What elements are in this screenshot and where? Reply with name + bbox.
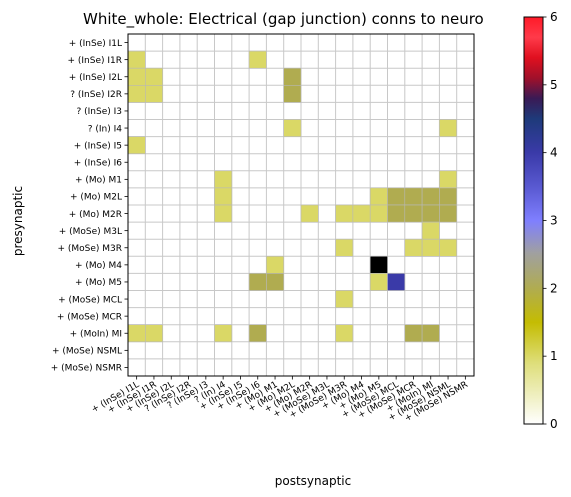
y-tick-label: + (InSe) I1L — [69, 39, 122, 49]
heatmap-cell — [335, 204, 354, 223]
y-tick-labels: + (InSe) I1L + (InSe) I1R + (InSe) I2L ? (I… — [51, 39, 128, 374]
y-tick-label: ? (In) I4 — [88, 124, 123, 134]
y-tick-label: + (MoSe) NSML — [52, 347, 122, 357]
heatmap-cell — [387, 273, 406, 291]
heatmap-cell — [300, 204, 319, 223]
heatmap-cell — [404, 324, 423, 343]
y-tick-label: ? (InSe) I3 — [76, 107, 122, 117]
x-tick-labels: + (InSe) I1L+ (InSe) I1R+ (InSe) I2L? (I… — [90, 376, 470, 424]
y-tick-label: + (InSe) I1R — [67, 56, 122, 66]
heatmap-cell — [404, 204, 423, 223]
heatmap-cell — [127, 324, 146, 343]
y-tick-label: + (MoSe) MCR — [57, 312, 122, 322]
heatmap-cell — [127, 85, 146, 103]
y-tick-label: + (MoIn) MI — [70, 329, 122, 339]
heatmap-cell — [387, 187, 406, 206]
heatmap-cells — [127, 50, 457, 343]
heatmap-cell — [421, 187, 440, 206]
heatmap-cell — [283, 67, 302, 86]
y-tick-label: + (MoSe) MCL — [58, 295, 122, 305]
chart-title: White_whole: Electrical (gap junction) c… — [83, 10, 484, 29]
y-tick-label: + (MoSe) M3L — [59, 227, 122, 237]
colorbar-tick-label: 0 — [550, 417, 558, 431]
heatmap-cell — [387, 204, 406, 223]
heatmap-cell — [248, 273, 267, 291]
heatmap-cell — [266, 273, 284, 291]
heatmap-cell — [248, 324, 267, 343]
heatmap-cell — [369, 187, 388, 206]
heatmap-cell — [439, 187, 457, 206]
y-tick-label: + (Mo) M2L — [70, 193, 122, 203]
y-tick-label: + (InSe) I5 — [74, 141, 122, 151]
heatmap-cell — [145, 85, 163, 103]
heatmap-cell — [214, 324, 233, 343]
colorbar-tick-label: 3 — [550, 214, 558, 228]
heatmap-cell — [127, 67, 146, 86]
heatmap-cell — [439, 238, 457, 257]
y-tick-label: + (MoSe) M3R — [57, 244, 122, 254]
heatmap-cell — [283, 119, 302, 137]
heatmap-cell — [404, 187, 423, 206]
heatmap-cell — [421, 221, 440, 240]
heatmap-cell — [214, 204, 233, 223]
heatmap-cell — [127, 50, 146, 69]
y-tick-label: + (InSe) I2L — [69, 73, 122, 83]
colorbar-tick-label: 6 — [550, 10, 558, 24]
x-axis-label: postsynaptic — [275, 474, 351, 488]
y-tick-label: + (InSe) I6 — [74, 158, 123, 168]
heatmap-cell — [248, 50, 267, 69]
heatmap-cell — [404, 238, 423, 257]
heatmap-cell — [214, 187, 233, 206]
colorbar-tick-label: 5 — [550, 78, 558, 92]
y-tick-label: + (Mo) M5 — [75, 278, 122, 288]
heatmap-cell — [127, 136, 146, 155]
heatmap-cell — [369, 255, 388, 274]
heatmap-cell — [439, 170, 457, 189]
colorbar — [523, 16, 544, 425]
heatmap-cell — [439, 204, 457, 223]
plot-frame — [127, 33, 475, 377]
heatmap-cell — [335, 238, 354, 257]
heatmap-cell — [369, 204, 388, 223]
heatmap-cell — [266, 255, 284, 274]
heatmap-cell — [145, 324, 163, 343]
heatmap-cell — [352, 204, 371, 223]
heatmap-cell — [214, 170, 233, 189]
y-axis-label: presynaptic — [11, 186, 25, 256]
colorbar-tick-label: 2 — [550, 281, 558, 295]
y-tick-label: ? (InSe) I2R — [70, 90, 122, 100]
colorbar-ticks: 0 1 2 3 4 5 6 — [543, 10, 558, 431]
heatmap-cell — [283, 85, 302, 103]
heatmap-cell — [369, 273, 388, 291]
y-tick-label: + (Mo) M1 — [75, 176, 122, 186]
heatmap-cell — [439, 119, 457, 137]
colorbar-tick-label: 4 — [550, 146, 558, 160]
heatmap-cell — [421, 324, 440, 343]
heatmap-cell — [421, 204, 440, 223]
colorbar-tick-label: 1 — [550, 349, 558, 363]
heatmap-cell — [335, 290, 354, 308]
y-tick-label: + (MoSe) NSMR — [51, 364, 122, 374]
y-tick-label: + (Mo) M2R — [69, 210, 122, 220]
heatmap-cell — [145, 67, 163, 86]
heatmap-cell — [335, 324, 354, 343]
heatmap-cell — [421, 238, 440, 257]
y-tick-label: + (Mo) M4 — [75, 261, 122, 271]
